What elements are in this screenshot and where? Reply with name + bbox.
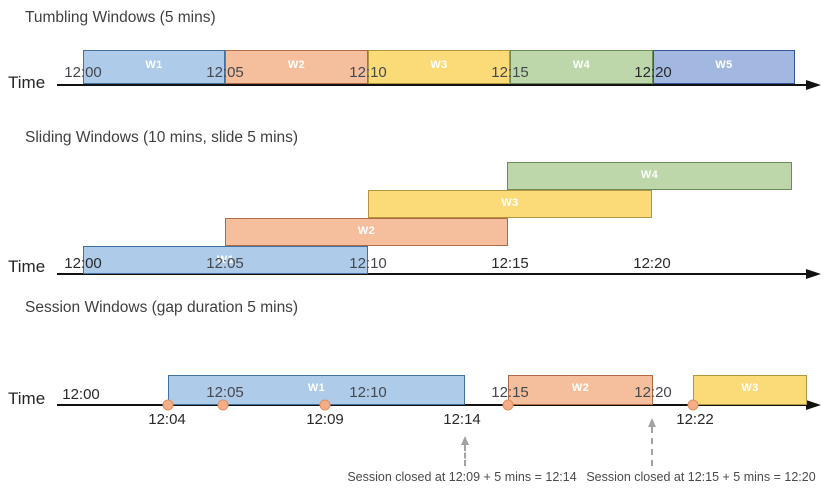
timeline-arrow-icon — [806, 269, 821, 279]
window-bar-w4: W4 — [507, 162, 792, 190]
window-label: W3 — [430, 59, 448, 71]
time-tick: 12:05 — [206, 64, 244, 81]
timeline — [57, 84, 807, 86]
session-close-arrow-icon — [461, 436, 469, 445]
event-time-label: 12:04 — [148, 411, 186, 428]
timeline — [57, 404, 807, 406]
session-close-arrow-line — [651, 427, 653, 466]
time-tick: 12:15 — [491, 64, 529, 81]
time-tick: 12:15 — [491, 384, 529, 401]
time-tick: 12:10 — [349, 384, 387, 401]
event-dot — [502, 399, 514, 411]
window-label: W1 — [307, 382, 326, 394]
window-label: W4 — [572, 59, 591, 71]
window-bar-w5: W5 — [653, 50, 795, 84]
session-close-arrow-line — [464, 445, 466, 466]
window-label: W2 — [571, 382, 590, 394]
window-bar-w3: W3 — [693, 375, 807, 405]
window-bar-w2: W2 — [508, 375, 653, 405]
session-close-note: Session closed at 12:15 + 5 mins = 12:20 — [586, 470, 816, 484]
time-tick: 12:05 — [206, 255, 244, 272]
window-bar-w2: W2 — [225, 50, 368, 84]
time-tick: 12:15 — [491, 255, 529, 272]
window-bar-w1: W1 — [83, 246, 368, 274]
time-tick: 12:20 — [634, 384, 672, 401]
window-label: W3 — [741, 382, 759, 394]
window-label: W1 — [216, 254, 235, 266]
window-label: W5 — [715, 59, 733, 71]
section-title-session: Session Windows (gap duration 5 mins) — [25, 299, 299, 316]
window-bar-w3: W3 — [368, 50, 510, 84]
event-dot — [687, 399, 699, 411]
section-title-sliding: Sliding Windows (10 mins, slide 5 mins) — [25, 129, 299, 146]
session-close-note: Session closed at 12:09 + 5 mins = 12:14 — [347, 470, 577, 484]
timeline-arrow-icon — [806, 80, 821, 90]
window-bar-w1: W1 — [168, 375, 465, 405]
event-time-label: 12:09 — [306, 411, 344, 428]
event-dot — [217, 399, 229, 411]
window-label: W4 — [640, 169, 659, 181]
session-close-time-label: 12:14 — [443, 411, 481, 428]
time-tick: 12:10 — [349, 64, 387, 81]
window-label: W2 — [287, 59, 306, 71]
event-dot — [162, 399, 174, 411]
axis-label-time: Time — [8, 389, 46, 408]
timeline-arrow-icon — [806, 400, 821, 410]
event-time-label: 12:22 — [676, 411, 714, 428]
section-title-tumbling: Tumbling Windows (5 mins) — [25, 9, 216, 26]
window-bar-w4: W4 — [510, 50, 653, 84]
window-bar-w3: W3 — [368, 190, 652, 218]
window-label: W3 — [501, 197, 519, 209]
window-bar-w2: W2 — [225, 218, 508, 246]
window-label: W1 — [145, 59, 163, 71]
time-tick: 12:00 — [64, 255, 102, 272]
window-label: W2 — [357, 225, 376, 237]
time-tick: 12:20 — [633, 255, 671, 272]
time-tick: 12:05 — [206, 384, 244, 401]
time-tick: 12:20 — [634, 64, 672, 81]
axis-label-time: Time — [8, 73, 46, 92]
window-bar-w1: W1 — [83, 50, 225, 84]
time-tick: 12:10 — [349, 255, 387, 272]
event-dot — [319, 399, 331, 411]
time-tick: 12:00 — [64, 64, 102, 81]
axis-label-time: Time — [8, 257, 46, 276]
timeline — [57, 273, 807, 275]
time-tick: 12:00 — [62, 386, 100, 403]
session-close-arrow-icon — [648, 418, 656, 427]
